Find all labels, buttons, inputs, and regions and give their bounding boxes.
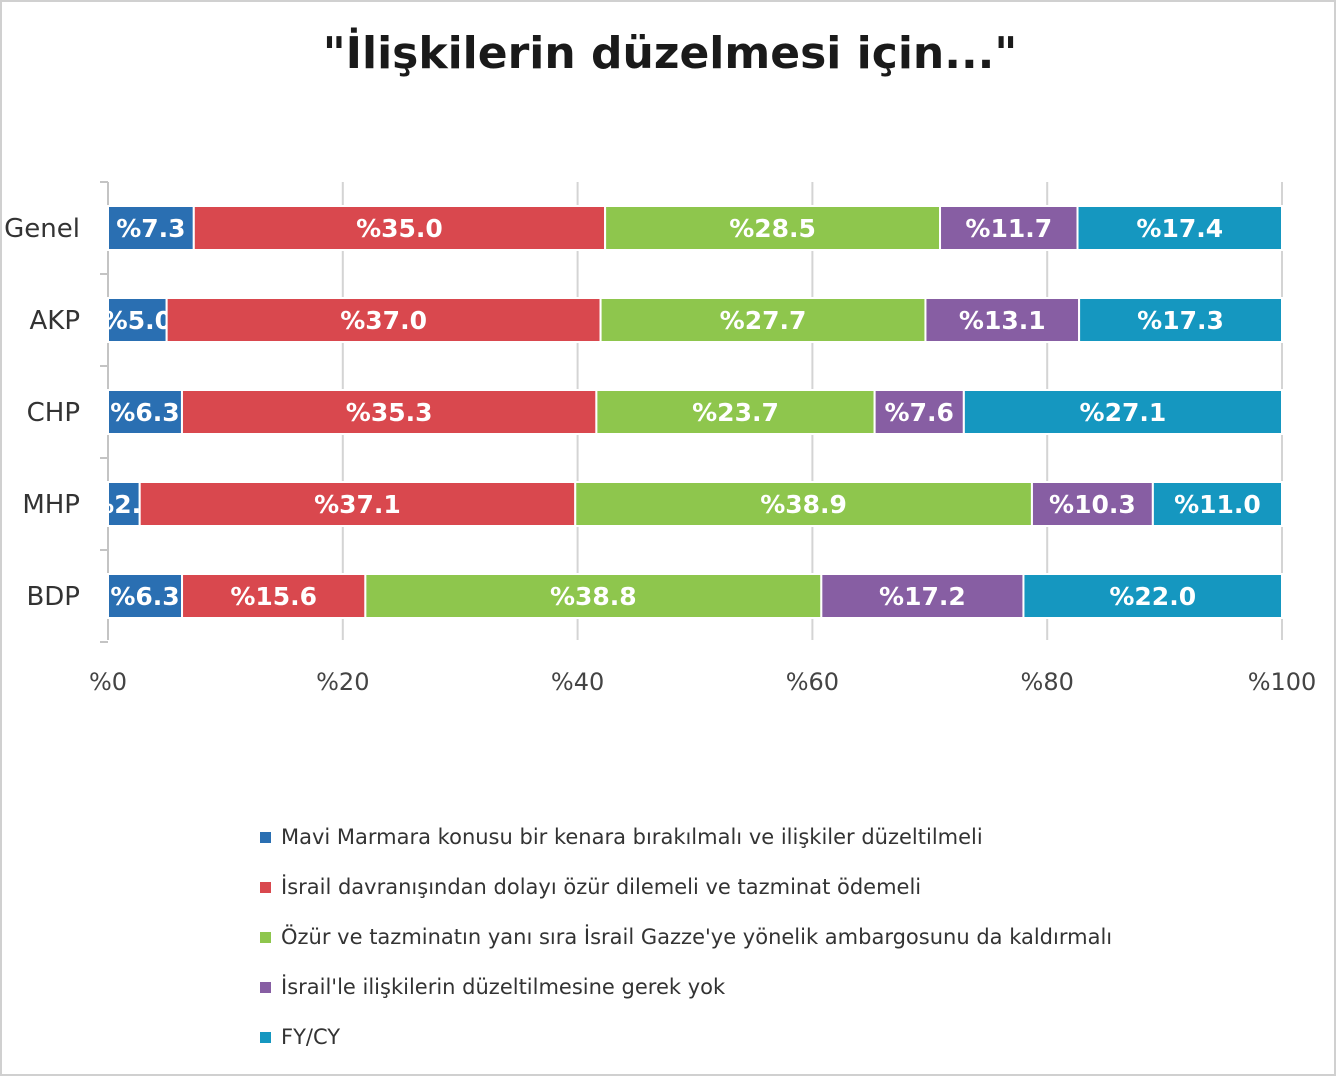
bar-segment: [1151, 481, 1283, 527]
data-label: %17.4: [1136, 214, 1223, 243]
x-tick-label: %80: [1021, 668, 1074, 696]
data-label: %22.0: [1109, 582, 1196, 611]
data-label: %28.5: [729, 214, 816, 243]
data-label: %7.6: [885, 398, 954, 427]
data-label: %6.3: [110, 398, 179, 427]
x-tick-label: %0: [89, 668, 127, 696]
legend: Mavi Marmara konusu bir kenara bırakılma…: [260, 812, 1112, 1062]
legend-swatch: [260, 1031, 271, 1043]
legend-label: İsrail'le ilişkilerin düzeltilmesine ger…: [281, 975, 726, 999]
data-label: %38.8: [550, 582, 637, 611]
bar-segment: [939, 205, 1079, 251]
data-label: %37.0: [340, 306, 427, 335]
data-label: %35.0: [356, 214, 443, 243]
data-label: %10.3: [1049, 490, 1136, 519]
category-label: MHP: [22, 490, 80, 520]
data-label: %23.7: [692, 398, 779, 427]
bar-segment: [1076, 205, 1284, 251]
x-tick-label: %100: [1248, 668, 1317, 696]
bar-segment: [192, 205, 607, 251]
legend-swatch: [260, 931, 271, 943]
data-label: %27.7: [720, 306, 807, 335]
data-label: %38.9: [760, 490, 847, 519]
bar-segment: [107, 389, 183, 435]
bar-segment: [595, 389, 876, 435]
category-label: BDP: [26, 582, 80, 612]
x-tick-label: %40: [551, 668, 604, 696]
legend-label: İsrail davranışından dolayı özür dilemel…: [281, 875, 922, 899]
legend-label: FY/CY: [281, 1025, 341, 1049]
legend-item: İsrail davranışından dolayı özür dilemel…: [260, 862, 1112, 912]
bar-segment: [599, 297, 927, 343]
legend-label: Özür ve tazminatın yanı sıra İsrail Gazz…: [281, 925, 1113, 949]
data-label: %7.3: [116, 214, 185, 243]
category-label: CHP: [27, 398, 80, 428]
legend-swatch: [260, 881, 271, 893]
legend-item: FY/CY: [260, 1012, 1112, 1062]
bar-segment: [604, 205, 942, 251]
data-label: %15.6: [230, 582, 317, 611]
data-label: %11.7: [965, 214, 1052, 243]
data-label: %37.1: [314, 490, 401, 519]
legend-item: Özür ve tazminatın yanı sıra İsrail Gazz…: [260, 912, 1112, 962]
bar-segment: [180, 389, 598, 435]
legend-item: İsrail'le ilişkilerin düzeltilmesine ger…: [260, 962, 1112, 1012]
bar-segment: [107, 297, 168, 343]
legend-swatch: [260, 981, 271, 993]
chart-title: "İlişkilerin düzelmesi için...": [322, 28, 1018, 79]
bar-segment: [1022, 573, 1284, 619]
category-label: AKP: [29, 306, 80, 336]
legend-swatch: [260, 831, 271, 843]
x-tick-label: %20: [316, 668, 369, 696]
category-label: Genel: [4, 214, 80, 244]
bar-segment: [962, 389, 1283, 435]
legend-item: Mavi Marmara konusu bir kenara bırakılma…: [260, 812, 1112, 862]
bar-segment: [165, 297, 602, 343]
bar-segment: [138, 481, 577, 527]
data-label: %5.0: [103, 306, 172, 335]
bar-segment: [1030, 481, 1154, 527]
bar-segment: [181, 573, 367, 619]
data-label: %13.1: [959, 306, 1046, 335]
data-label: %17.3: [1137, 306, 1224, 335]
data-label: %35.3: [346, 398, 433, 427]
legend-label: Mavi Marmara konusu bir kenara bırakılma…: [281, 825, 983, 849]
bar-segment: [574, 481, 1033, 527]
data-label: %11.0: [1174, 490, 1261, 519]
bar-segment: [924, 297, 1081, 343]
bar-segment: [820, 573, 1025, 619]
data-label: %17.2: [879, 582, 966, 611]
data-label: %27.1: [1080, 398, 1167, 427]
bar-segment: [1078, 297, 1284, 343]
data-label: %6.3: [110, 582, 179, 611]
x-tick-label: %60: [786, 668, 839, 696]
